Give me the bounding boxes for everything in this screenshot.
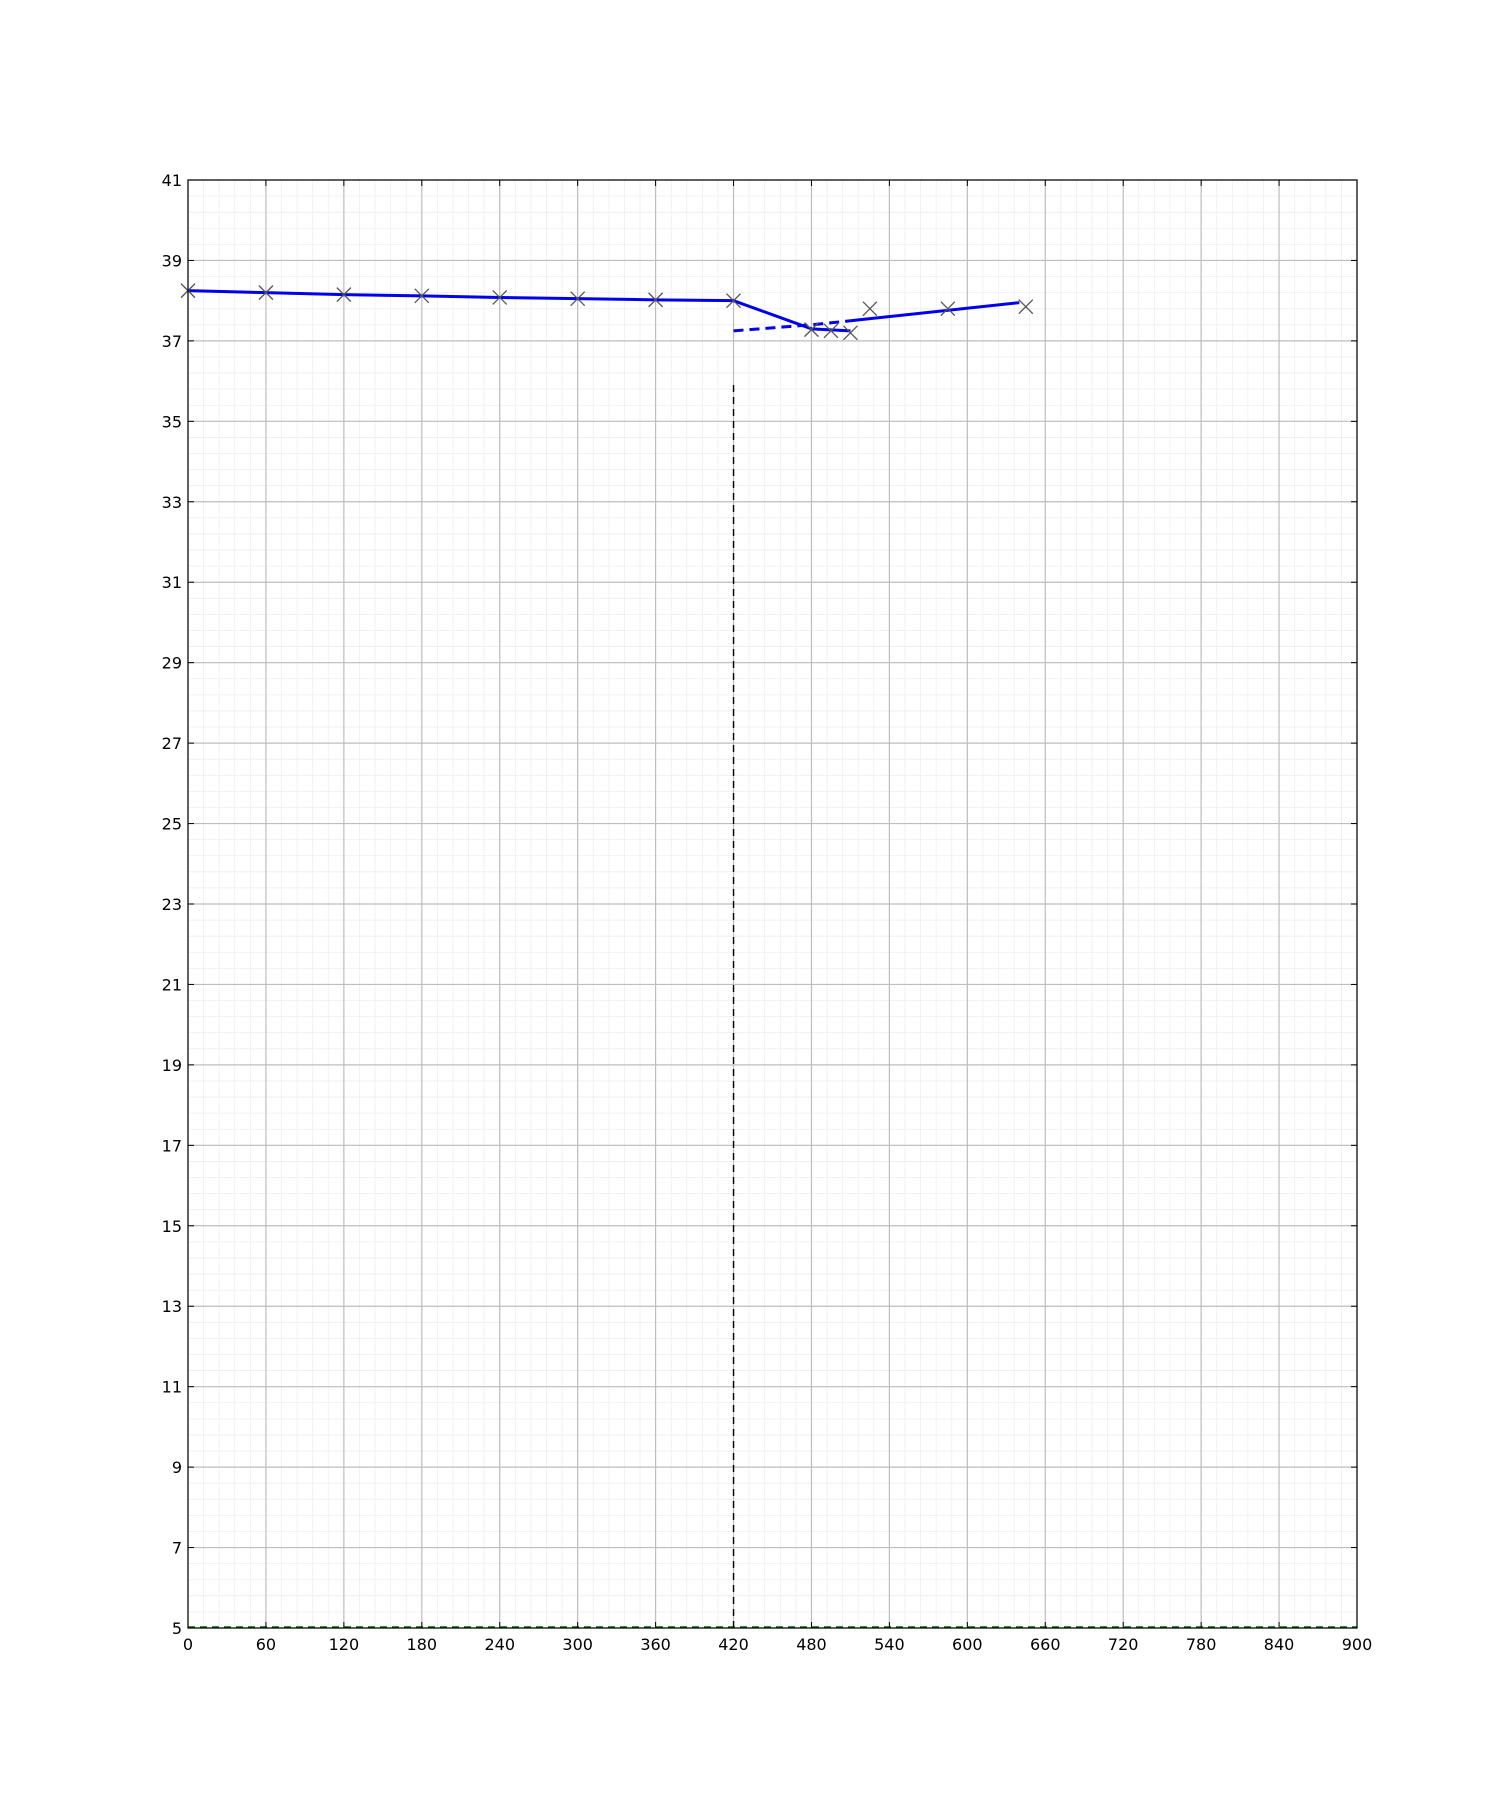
x-tick-label: 180 — [407, 1635, 438, 1654]
marker-stroke — [492, 289, 508, 305]
data-point-marker — [492, 289, 508, 305]
x-tick-label: 660 — [1030, 1635, 1061, 1654]
y-tick-label: 15 — [162, 1217, 182, 1236]
x-tick-label: 0 — [183, 1635, 193, 1654]
marker-stroke — [842, 325, 858, 341]
series-line-2 — [733, 319, 851, 333]
data-point-marker — [336, 287, 352, 303]
y-tick-label: 13 — [162, 1297, 182, 1316]
data-point-marker — [414, 288, 430, 304]
y-tick-label: 17 — [162, 1136, 182, 1155]
data-point-marker — [570, 291, 586, 307]
marker-stroke — [648, 292, 664, 308]
marker-stroke — [862, 301, 878, 317]
data-point-marker — [842, 325, 858, 341]
data-point-marker — [726, 293, 741, 309]
y-tick-label: 25 — [162, 815, 182, 834]
x-tick-label: 420 — [718, 1635, 749, 1654]
marker-stroke — [336, 287, 352, 303]
x-axis-tick-labels: 0 60 120 180 240 300 360 420 480 540 600 660 720 780 8… — [183, 1635, 1372, 1654]
marker-stroke — [726, 293, 741, 309]
y-tick-label: 11 — [162, 1378, 182, 1397]
marker-layer — [180, 283, 1034, 341]
y-tick-label: 27 — [162, 734, 182, 753]
y-tick-label: 23 — [162, 895, 182, 914]
marker-stroke — [258, 285, 274, 301]
data-point-marker — [258, 285, 274, 301]
data-point-marker — [804, 322, 819, 338]
marker-stroke — [940, 301, 956, 317]
data-point-marker — [940, 301, 956, 317]
y-tick-label: 9 — [172, 1458, 182, 1477]
y-tick-label: 5 — [172, 1619, 182, 1638]
y-tick-label: 35 — [162, 412, 182, 431]
y-tick-label: 29 — [162, 654, 182, 673]
marker-stroke — [1018, 299, 1034, 315]
x-tick-label: 720 — [1108, 1635, 1139, 1654]
y-tick-label: 41 — [162, 171, 182, 190]
x-tick-label: 240 — [484, 1635, 515, 1654]
series-layer — [187, 289, 1020, 333]
x-tick-label: 780 — [1186, 1635, 1217, 1654]
x-tick-label: 840 — [1264, 1635, 1295, 1654]
data-point-marker — [1018, 299, 1034, 315]
y-tick-label: 7 — [172, 1539, 182, 1558]
data-point-marker — [862, 301, 878, 317]
y-tick-label: 33 — [162, 493, 182, 512]
x-tick-label: 300 — [562, 1635, 593, 1654]
y-tick-label: 39 — [162, 251, 182, 270]
x-tick-label: 540 — [874, 1635, 905, 1654]
marker-stroke — [570, 291, 586, 307]
marker-stroke — [414, 288, 430, 304]
data-point-marker — [648, 292, 664, 308]
x-tick-label: 600 — [952, 1635, 983, 1654]
x-tick-label: 60 — [256, 1635, 276, 1654]
y-tick-label: 21 — [162, 975, 182, 994]
marker-stroke — [823, 323, 839, 339]
series-line-3 — [850, 301, 1020, 323]
y-tick-label: 37 — [162, 332, 182, 351]
axis-ticks — [187, 179, 1358, 1629]
x-tick-label: 900 — [1342, 1635, 1373, 1654]
reference-lines — [188, 381, 1357, 1628]
x-tick-label: 480 — [796, 1635, 827, 1654]
y-tick-label: 19 — [162, 1056, 182, 1075]
marker-stroke — [804, 322, 819, 338]
x-tick-label: 360 — [640, 1635, 671, 1654]
y-tick-label: 31 — [162, 573, 182, 592]
data-point-marker — [823, 323, 839, 339]
y-axis-tick-labels: 5 7 9 11 13 15 17 19 21 23 25 27 29 31 33 35 37 39 41 — [162, 171, 182, 1638]
series-line-1 — [187, 289, 851, 333]
x-tick-label: 120 — [329, 1635, 360, 1654]
